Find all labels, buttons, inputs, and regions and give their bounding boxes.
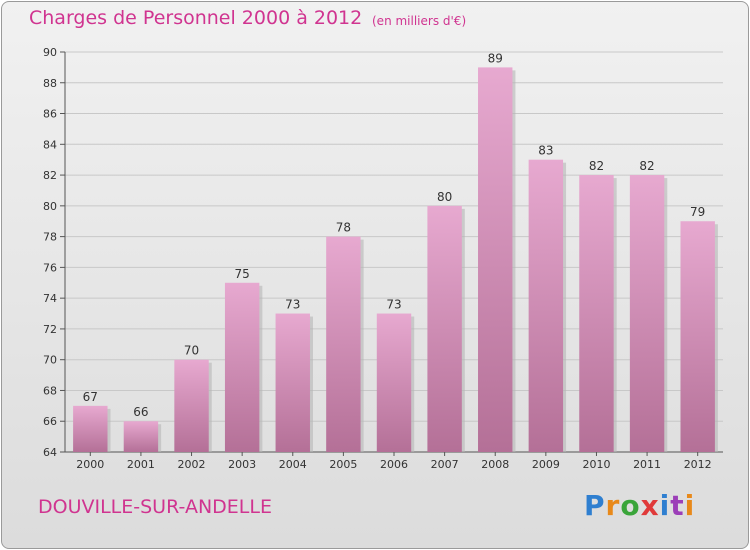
bar (579, 175, 614, 453)
bar (123, 421, 159, 452)
y-tick-label: 70 (43, 354, 57, 367)
data-label: 82 (639, 159, 654, 173)
bar (275, 313, 310, 452)
bar (326, 236, 361, 452)
logo-letter: P (584, 489, 606, 522)
logo-letter: r (605, 489, 621, 522)
y-tick-label: 86 (43, 108, 57, 121)
y-tick-label: 66 (43, 415, 57, 428)
bar (528, 159, 564, 452)
y-tick-labels: 64 66 68 70 72 74 76 78 80 82 84 86 88 90 (43, 46, 57, 459)
x-tick-label: 2002 (178, 458, 206, 471)
x-tick-label: 2006 (380, 458, 408, 471)
data-label: 79 (690, 205, 705, 219)
y-tick-label: 78 (43, 231, 57, 244)
x-tick-label: 2010 (582, 458, 610, 471)
data-label: 78 (336, 221, 351, 235)
data-label: 66 (133, 405, 148, 419)
x-tick-label: 2001 (127, 458, 155, 471)
commune-name: DOUVILLE-SUR-ANDELLE (38, 496, 272, 518)
y-tick-label: 84 (43, 138, 57, 151)
x-tick-label: 2011 (633, 458, 661, 471)
data-label: 80 (437, 190, 452, 204)
data-label: 67 (83, 390, 98, 404)
x-tick-label: 2000 (76, 458, 104, 471)
logo-letter: o (620, 489, 641, 522)
data-labels: 67 66 70 75 73 78 73 80 89 83 82 82 79 (83, 51, 706, 419)
x-tick-label: 2005 (329, 458, 357, 471)
y-tick-label: 88 (43, 77, 57, 90)
x-tick-labels: 2000 2001 2002 2003 2004 2005 2006 2007 2008 2009… (76, 458, 711, 471)
bar-chart: 67 66 70 75 73 78 73 80 89 83 82 82 79 64 66 68 70 72 74 7… (43, 46, 723, 471)
bar (427, 205, 462, 452)
logo-letter: t (670, 489, 685, 522)
data-label: 73 (285, 298, 300, 312)
data-label: 82 (589, 159, 604, 173)
proxiti-logo[interactable]: Proxiti (584, 489, 695, 522)
x-tick-label: 2008 (481, 458, 509, 471)
bar (174, 359, 209, 452)
bar (629, 175, 665, 453)
data-label: 70 (184, 344, 199, 358)
chart-title: Charges de Personnel 2000 à 2012 (29, 7, 363, 29)
y-tick-label: 80 (43, 200, 57, 213)
y-tick-label: 72 (43, 323, 57, 336)
bars (73, 67, 718, 453)
logo-letter: i (659, 489, 671, 522)
x-tick-label: 2004 (279, 458, 307, 471)
logo-letter: x (640, 489, 660, 522)
bar (478, 67, 513, 452)
logo-letter: i (684, 489, 696, 522)
data-label: 89 (488, 51, 503, 65)
x-tick-label: 2007 (431, 458, 459, 471)
y-tick-label: 74 (43, 292, 57, 305)
chart-subtitle: (en milliers d'€) (372, 14, 467, 28)
data-label: 75 (235, 267, 250, 281)
x-tick-label: 2012 (684, 458, 712, 471)
y-tick-label: 76 (43, 261, 57, 274)
bar (376, 313, 412, 452)
x-tick-label: 2003 (228, 458, 256, 471)
x-tick-label: 2009 (532, 458, 560, 471)
data-label: 83 (538, 144, 553, 158)
y-tick-label: 68 (43, 384, 57, 397)
y-tick-label: 90 (43, 46, 57, 59)
bar (73, 405, 108, 452)
data-label: 73 (386, 298, 401, 312)
y-tick-label: 64 (43, 446, 57, 459)
bar (680, 221, 715, 452)
y-tick-label: 82 (43, 169, 57, 182)
bar (224, 282, 260, 452)
